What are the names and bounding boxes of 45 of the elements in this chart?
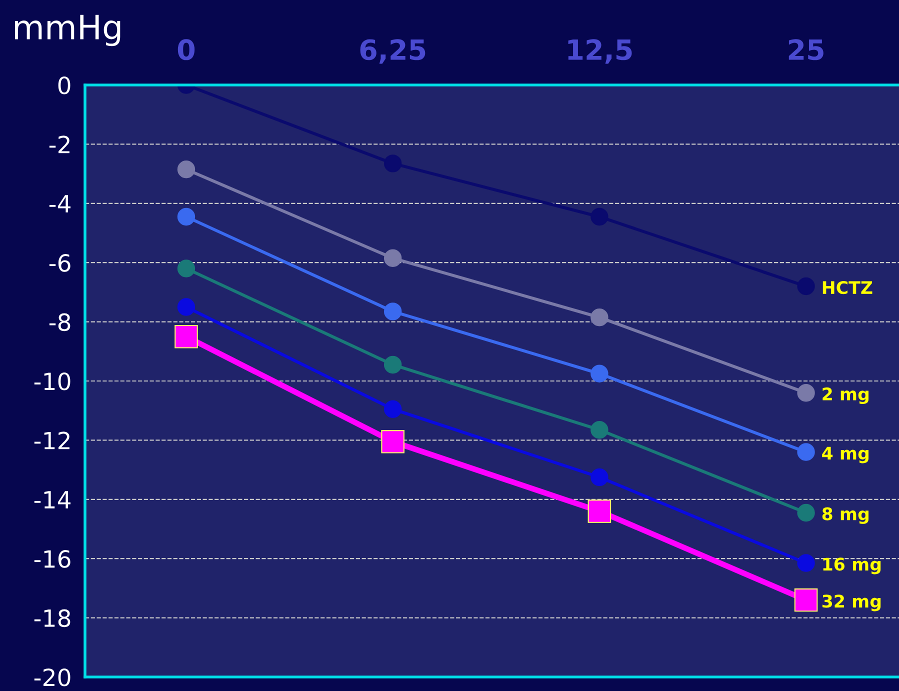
point	[797, 443, 815, 461]
point	[797, 504, 815, 522]
point	[794, 588, 818, 612]
point	[797, 277, 815, 296]
point	[384, 249, 402, 268]
point	[381, 430, 404, 454]
point	[384, 154, 402, 172]
series-label: 8 mg	[822, 507, 868, 524]
series-label: 2 mg	[822, 387, 868, 404]
point	[177, 160, 196, 178]
y-tick-label: -14	[34, 491, 70, 508]
point	[797, 384, 815, 402]
y-tick-label: -20	[34, 668, 70, 686]
point	[590, 420, 608, 439]
y-tick-label: -8	[49, 313, 70, 332]
series-label: 16 mg	[823, 558, 881, 574]
x-tick-label: 0	[178, 39, 195, 60]
point	[590, 468, 608, 486]
point	[797, 554, 815, 572]
point	[384, 302, 402, 320]
y-tick-label: -16	[34, 550, 70, 568]
y-tick-label: -6	[49, 254, 70, 272]
point	[174, 324, 198, 348]
y-tick-label: -4	[49, 195, 70, 212]
y-axis-title: mmHg	[15, 14, 120, 46]
y-tick-label: -12	[34, 432, 70, 450]
y-tick-label: -2	[49, 136, 70, 154]
series-label: 32 mg	[822, 594, 881, 612]
series-label: 4 mg	[822, 446, 868, 464]
y-tick-label: 0	[58, 76, 70, 94]
point	[590, 308, 608, 326]
point	[590, 208, 608, 226]
point	[177, 208, 196, 226]
x-tick-label: 12,5	[568, 39, 632, 64]
point	[177, 298, 196, 316]
point	[588, 500, 612, 523]
series-label: HCTZ	[822, 280, 872, 294]
x-tick-label: 6,25	[360, 39, 426, 64]
point	[590, 364, 608, 382]
y-tick-label: -18	[34, 609, 70, 628]
y-tick-label: -10	[34, 372, 70, 390]
x-tick-label: 25	[788, 39, 824, 60]
point	[177, 260, 196, 278]
point	[384, 400, 402, 418]
point	[384, 356, 402, 374]
